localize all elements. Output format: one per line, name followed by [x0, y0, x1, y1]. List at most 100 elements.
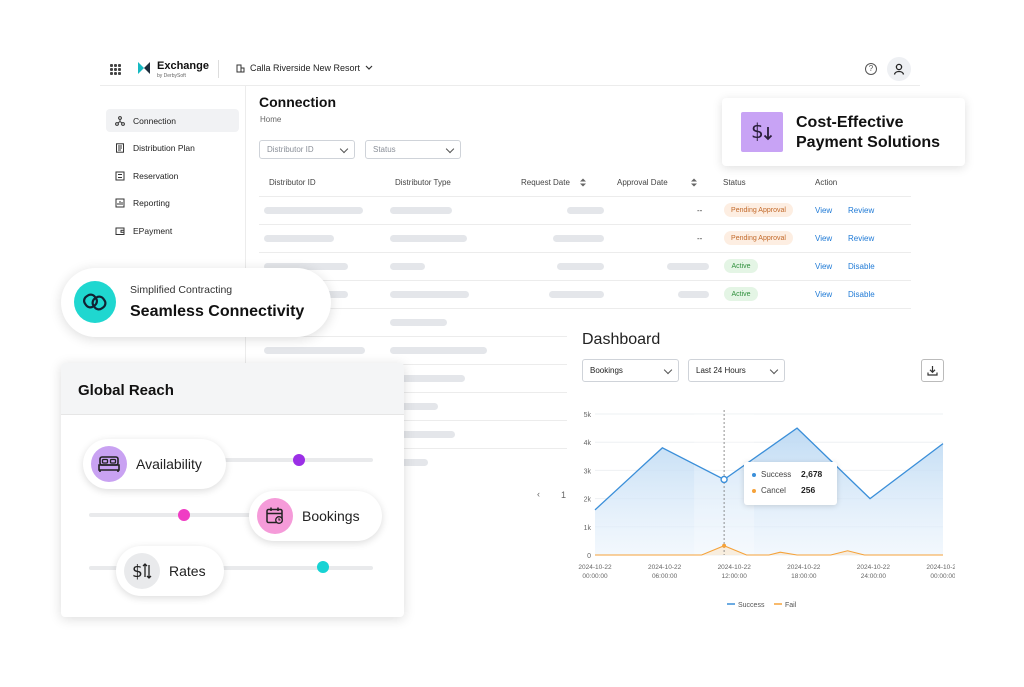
network-icon: [115, 115, 125, 126]
skeleton-cell: [557, 263, 604, 270]
status-badge: Active: [724, 259, 758, 273]
x-tick-label: 2024-10-22: [787, 564, 821, 571]
sidebar-item-label: EPayment: [133, 225, 173, 236]
chevron-down-icon: [445, 144, 455, 154]
tooltip-success-row: Success: [752, 470, 791, 479]
sidebar-item-connection[interactable]: Connection: [106, 109, 239, 132]
row-divider: [259, 280, 911, 281]
time-range-select[interactable]: Last 24 Hours: [688, 359, 785, 382]
x-tick-label: 2024-10-22: [578, 564, 612, 571]
view-link[interactable]: View: [815, 290, 833, 299]
column-header-request-date[interactable]: Request Date: [521, 178, 586, 187]
select-placeholder: Status: [373, 145, 396, 154]
sidebar-item-label: Reservation: [133, 170, 179, 181]
status-badge: Pending Approval: [724, 203, 793, 217]
row-divider: [259, 196, 911, 197]
row-divider: [259, 448, 569, 449]
x-tick-label: 18:00:00: [791, 573, 817, 580]
tooltip-cancel-row: Cancel: [752, 486, 786, 495]
availability-pill: Availability: [83, 439, 226, 489]
document-icon: [116, 142, 124, 153]
approval-date: --: [697, 206, 703, 215]
breadcrumb[interactable]: Home: [260, 115, 282, 124]
column-header-approval-date[interactable]: Approval Date: [617, 178, 697, 187]
review-link[interactable]: Review: [848, 234, 875, 243]
x-tick-label: 00:00:00: [930, 573, 955, 580]
wallet-icon: [115, 227, 125, 235]
column-header: Action: [815, 178, 838, 187]
bookings-label: Bookings: [302, 508, 360, 524]
sidebar-item-label: Distribution Plan: [133, 142, 195, 153]
legend-success: Success: [738, 602, 765, 609]
skeleton-cell: [553, 235, 604, 242]
x-tick-label: 2024-10-22: [718, 564, 752, 571]
view-link[interactable]: View: [815, 262, 833, 271]
skeleton-cell: [549, 291, 604, 298]
sidebar-item-distribution-plan[interactable]: Distribution Plan: [106, 136, 239, 159]
help-icon[interactable]: ?: [865, 63, 877, 75]
bookings-track[interactable]: [89, 513, 373, 517]
link-icon: [74, 281, 116, 323]
exchange-logo-icon: [138, 62, 150, 74]
select-value: Bookings: [590, 366, 623, 375]
rates-slider-handle[interactable]: [317, 561, 329, 573]
chevron-down-icon: [339, 144, 349, 154]
bookings-slider-handle[interactable]: [178, 509, 190, 521]
view-link[interactable]: View: [815, 234, 833, 243]
y-tick-label: 1k: [584, 525, 592, 532]
list-icon: [115, 171, 125, 180]
review-link[interactable]: Review: [848, 206, 875, 215]
property-selector[interactable]: Calla Riverside New Resort: [236, 63, 373, 73]
dashboard-title: Dashboard: [582, 331, 661, 348]
x-tick-label: 24:00:00: [861, 573, 887, 580]
availability-label: Availability: [136, 456, 202, 472]
fail-hover-point: [722, 543, 727, 548]
status-badge: Pending Approval: [724, 231, 793, 245]
connectivity-title: Seamless Connectivity: [130, 303, 305, 320]
download-button[interactable]: [921, 359, 944, 382]
skeleton-cell: [567, 207, 604, 214]
app-grid-icon[interactable]: [110, 64, 121, 75]
chevron-down-icon: [365, 65, 373, 70]
tooltip-success-value: 2,678: [801, 469, 823, 479]
sidebar-item-label: Reporting: [133, 197, 170, 208]
skeleton-cell: [390, 347, 487, 354]
metric-select[interactable]: Bookings: [582, 359, 679, 382]
row-divider: [259, 336, 569, 337]
row-divider: [259, 308, 911, 309]
availability-slider-handle[interactable]: [293, 454, 305, 466]
x-tick-label: 2024-10-22: [648, 564, 682, 571]
success-hover-point: [720, 475, 728, 484]
skeleton-cell: [390, 291, 469, 298]
sidebar-item-epayment[interactable]: EPayment: [106, 219, 239, 242]
prev-page-button[interactable]: ‹: [537, 489, 540, 499]
y-tick-label: 4k: [584, 440, 592, 447]
select-value: Last 24 Hours: [696, 366, 746, 375]
rates-track[interactable]: [89, 566, 373, 570]
global-reach-card: Global Reach Availability Bookings $ Rat…: [61, 363, 404, 617]
row-divider: [259, 224, 911, 225]
avatar[interactable]: [887, 57, 911, 81]
brand-name: Exchange: [157, 60, 209, 72]
global-reach-title: Global Reach: [78, 382, 174, 399]
sidebar-item-reporting[interactable]: Reporting: [106, 191, 239, 214]
chevron-down-icon: [663, 365, 673, 375]
bed-icon: [91, 446, 127, 482]
distributor-id-select[interactable]: Distributor ID: [259, 140, 355, 159]
availability-track[interactable]: [89, 458, 373, 462]
status-select[interactable]: Status: [365, 140, 461, 159]
status-badge: Active: [724, 287, 758, 301]
sort-icon: [579, 178, 586, 187]
page-number[interactable]: 1: [561, 490, 567, 500]
rates-label: Rates: [169, 563, 206, 579]
legend-fail: Fail: [785, 602, 797, 609]
row-divider: [259, 364, 569, 365]
user-icon: [893, 63, 905, 75]
disable-link[interactable]: Disable: [848, 262, 875, 271]
view-link[interactable]: View: [815, 206, 833, 215]
skeleton-cell: [264, 207, 363, 214]
report-icon: [115, 198, 125, 207]
sidebar-item-reservation[interactable]: Reservation: [106, 164, 239, 187]
disable-link[interactable]: Disable: [848, 290, 875, 299]
